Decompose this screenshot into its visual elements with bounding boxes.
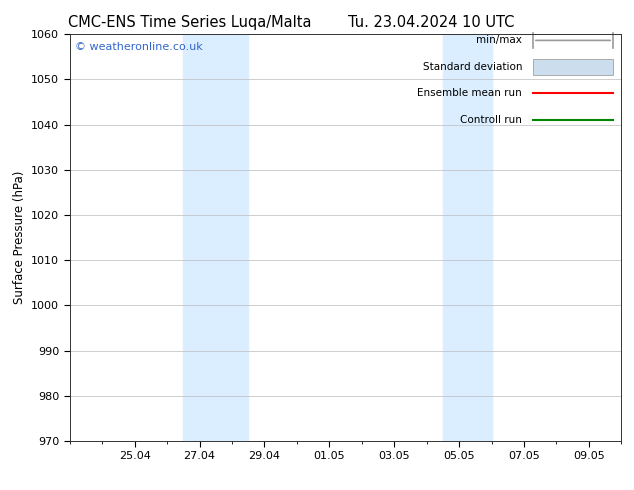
Y-axis label: Surface Pressure (hPa): Surface Pressure (hPa) [13, 171, 25, 304]
Text: min/max: min/max [476, 35, 522, 46]
Text: CMC-ENS Time Series Luqa/Malta: CMC-ENS Time Series Luqa/Malta [68, 15, 312, 30]
Bar [183, 34, 248, 441]
Text: Tu. 23.04.2024 10 UTC: Tu. 23.04.2024 10 UTC [348, 15, 514, 30]
Text: © weatheronline.co.uk: © weatheronline.co.uk [75, 43, 203, 52]
Text: Controll run: Controll run [460, 115, 522, 125]
Bar [533, 59, 613, 75]
Text: Standard deviation: Standard deviation [422, 62, 522, 72]
Text: Ensemble mean run: Ensemble mean run [417, 88, 522, 98]
Bar [443, 34, 491, 441]
